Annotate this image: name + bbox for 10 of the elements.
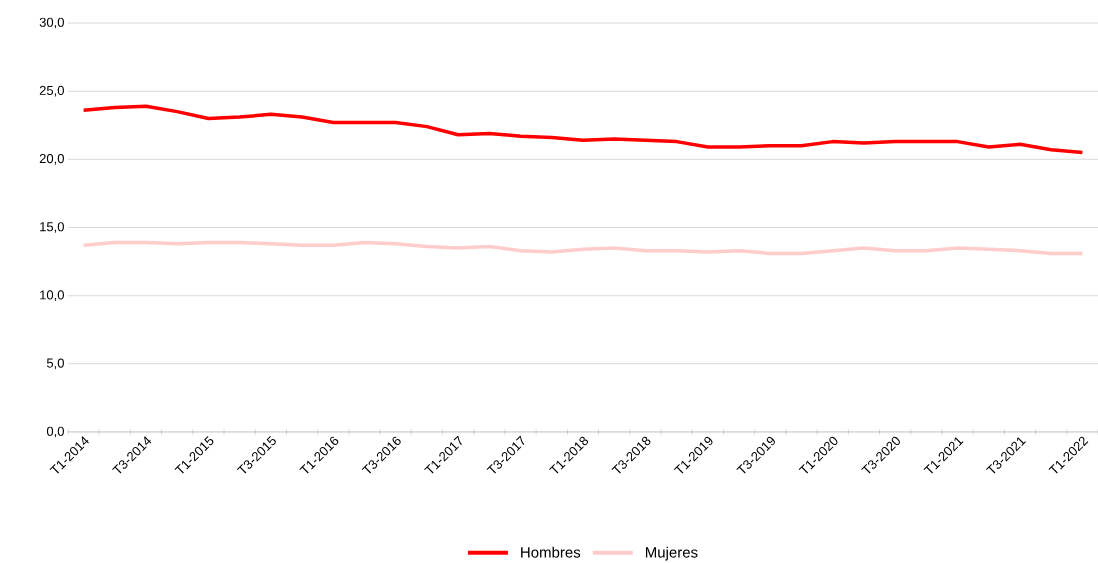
- y-tick-label: 30,0: [39, 17, 64, 29]
- y-tick-label: 5,0: [46, 358, 64, 370]
- legend-label: Hombres: [521, 546, 581, 558]
- y-tick-label: 25,0: [39, 85, 64, 97]
- y-tick-label: 0,0: [46, 426, 64, 438]
- y-tick-label: 20,0: [39, 153, 64, 165]
- legend-label: Mujeres: [645, 546, 698, 561]
- y-tick-label: 15,0: [40, 222, 64, 233]
- y-tick-label: 10,0: [40, 290, 64, 302]
- line-series: [81, 240, 1085, 256]
